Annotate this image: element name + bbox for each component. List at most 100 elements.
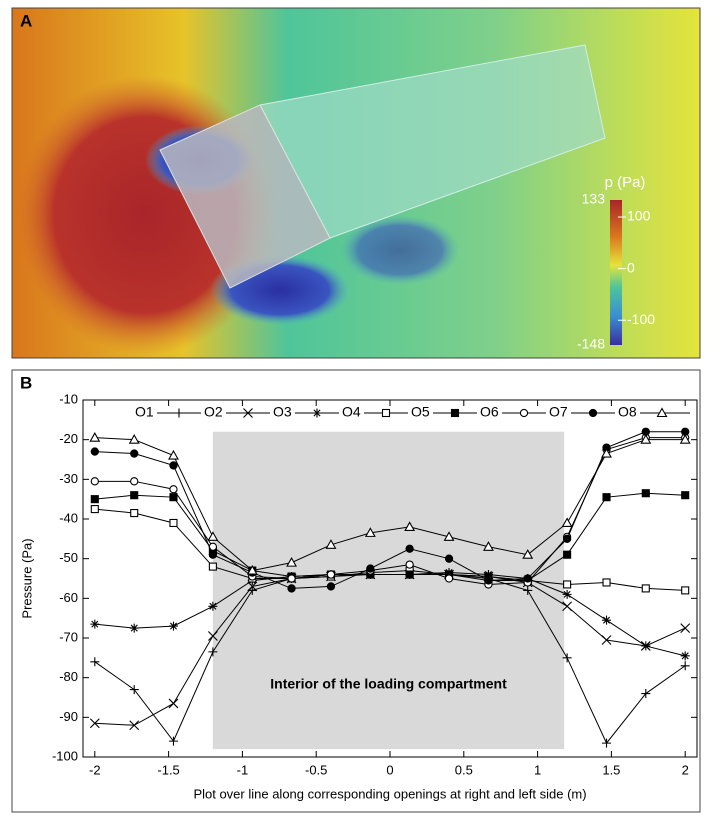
marker	[564, 551, 571, 558]
marker	[445, 555, 452, 562]
colorbar-max: 133	[582, 191, 606, 207]
y-tick-label: -90	[59, 709, 78, 724]
marker	[175, 409, 184, 418]
marker	[130, 685, 139, 694]
marker	[589, 409, 596, 416]
marker	[603, 579, 610, 586]
legend-label: O4	[342, 404, 361, 420]
marker	[90, 657, 99, 666]
colorbar	[610, 200, 622, 345]
panel-a: A p (Pa) 133 -148	[12, 8, 700, 358]
x-tick-label: 0	[386, 762, 393, 777]
marker	[288, 585, 295, 592]
legend-label: O6	[480, 404, 499, 420]
y-tick-label: -100	[52, 748, 78, 763]
x-tick-label: -0.5	[305, 762, 327, 777]
x-tick-label: 0.5	[455, 762, 473, 777]
marker	[169, 622, 178, 631]
marker	[406, 571, 413, 578]
marker	[602, 739, 611, 748]
panel-label: A	[20, 11, 32, 30]
y-tick-label: -70	[59, 629, 78, 644]
x-axis-label: Plot over line along corresponding openi…	[193, 786, 586, 801]
marker	[681, 661, 690, 670]
y-tick-label: -20	[59, 431, 78, 446]
marker	[641, 689, 650, 698]
y-tick-label: -60	[59, 590, 78, 605]
marker	[327, 583, 334, 590]
marker	[170, 494, 177, 501]
page: {"panel_a":{"label":"A","colorbar":{"tit…	[0, 0, 712, 816]
marker	[91, 506, 98, 513]
legend-label: O1	[135, 404, 154, 420]
colorbar-tick-label: 0	[627, 259, 635, 275]
marker	[90, 620, 99, 629]
colorbar-title: p (Pa)	[605, 174, 646, 191]
marker	[327, 571, 334, 578]
y-tick-label: -10	[59, 391, 78, 406]
y-tick-label: -30	[59, 471, 78, 486]
marker	[445, 575, 452, 582]
marker	[169, 737, 178, 746]
marker	[603, 494, 610, 501]
marker	[208, 602, 217, 611]
marker	[170, 486, 177, 493]
y-tick-label: -40	[59, 510, 78, 525]
x-tick-label: 1	[534, 762, 541, 777]
legend-label: O7	[549, 404, 568, 420]
marker	[367, 565, 374, 572]
annotation: Interior of the loading compartment	[270, 676, 507, 692]
legend-label: O3	[273, 404, 292, 420]
marker	[642, 490, 649, 497]
colorbar-min: -148	[577, 336, 605, 352]
figure: A p (Pa) 133 -148 1000-100BInterior of t…	[0, 0, 712, 816]
marker	[681, 624, 690, 633]
marker	[209, 551, 216, 558]
marker	[406, 561, 413, 568]
marker	[602, 616, 611, 625]
x-tick-label: 1.5	[602, 762, 620, 777]
shaded-region	[213, 432, 564, 749]
marker	[564, 535, 571, 542]
marker	[682, 492, 689, 499]
marker	[642, 585, 649, 592]
marker	[131, 478, 138, 485]
x-tick-label: -1.5	[157, 762, 179, 777]
marker	[681, 651, 690, 660]
y-axis-label: Pressure (Pa)	[19, 538, 34, 618]
marker	[383, 410, 390, 417]
marker	[91, 448, 98, 455]
marker	[520, 409, 527, 416]
marker	[90, 433, 99, 441]
marker	[91, 478, 98, 485]
legend-label: O8	[618, 404, 637, 420]
y-tick-label: -50	[59, 550, 78, 565]
marker	[169, 451, 178, 459]
marker	[288, 575, 295, 582]
marker	[209, 563, 216, 570]
marker	[313, 409, 322, 418]
marker	[170, 519, 177, 526]
colorbar-tick-label: 100	[627, 208, 651, 224]
legend-label: O5	[411, 404, 430, 420]
marker	[485, 577, 492, 584]
x-tick-label: -1	[237, 762, 249, 777]
y-tick-label: -80	[59, 669, 78, 684]
marker	[169, 699, 178, 708]
panel-label: B	[20, 373, 32, 392]
marker	[170, 462, 177, 469]
x-tick-label: -2	[89, 762, 101, 777]
marker	[524, 575, 531, 582]
marker	[131, 492, 138, 499]
colorbar-tick-label: -100	[627, 311, 655, 327]
x-tick-label: 2	[682, 762, 689, 777]
marker	[682, 587, 689, 594]
marker	[130, 624, 139, 633]
marker	[564, 581, 571, 588]
legend-label: O2	[204, 404, 223, 420]
marker	[452, 410, 459, 417]
marker	[91, 496, 98, 503]
marker	[406, 545, 413, 552]
marker	[131, 510, 138, 517]
marker	[131, 450, 138, 457]
